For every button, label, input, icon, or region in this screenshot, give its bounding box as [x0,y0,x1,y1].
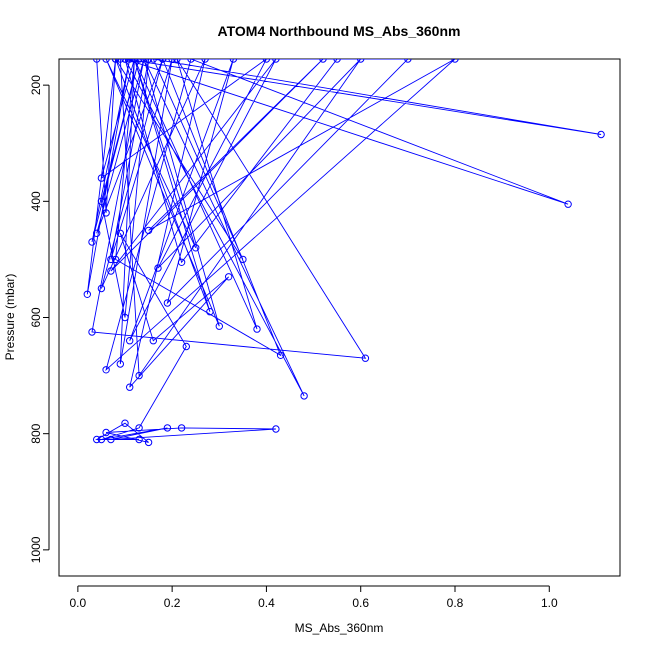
data-point [253,325,261,333]
data-point [177,258,186,266]
data-point [272,425,280,433]
data-point [192,244,200,252]
data-point [135,435,143,444]
data-point [121,59,129,63]
data-point [163,299,172,307]
x-axis: 0.0 0.2 0.4 0.6 0.8 1.0 [70,585,558,610]
data-point [144,226,153,235]
series-line [86,59,602,443]
data-point [116,59,124,63]
series-layer [83,59,605,447]
data-point [93,59,101,63]
data-point [177,424,186,432]
data-point [239,255,247,264]
x-tick-label: 0.2 [164,596,181,610]
data-point [135,424,143,432]
data-point [300,392,308,400]
data-point [126,383,134,391]
data-point [262,59,271,63]
data-point [361,354,370,362]
data-point [451,59,459,63]
data-point [333,59,341,63]
data-point [149,337,158,345]
data-point [111,255,120,264]
data-point [121,313,129,322]
data-point [597,130,605,139]
x-tick-label: 0.8 [447,596,464,610]
y-axis: 200 400 600 800 1000 [29,75,50,563]
data-point [107,267,115,275]
data-point [276,351,285,359]
data-point [97,435,106,444]
data-point [201,59,209,63]
data-point [135,59,143,63]
x-tick-label: 1.0 [541,596,558,610]
data-point [229,59,238,63]
x-tick-label: 0.4 [258,596,275,610]
x-tick-label: 0.6 [352,596,369,610]
data-point [93,435,101,444]
y-axis-label: Pressure (mbar) [3,274,17,361]
data-point [173,59,181,63]
data-point [88,328,96,336]
data-point [83,290,92,298]
data-point [144,438,153,447]
data-point [97,174,106,182]
data-point [126,59,134,63]
chart-title: ATOM4 Northbound MS_Abs_360nm [218,23,461,39]
data-point [168,59,176,63]
y-tick-label: 1000 [29,536,43,563]
data-point [102,59,110,63]
data-point [107,435,115,444]
data-point [126,337,134,345]
data-point [357,59,365,63]
data-point [97,284,106,293]
data-point [404,59,412,63]
data-point [215,322,224,330]
data-point [154,264,162,272]
data-point [130,59,139,63]
y-tick-label: 800 [29,423,43,443]
y-tick-label: 200 [29,75,43,95]
data-point [102,428,110,437]
data-point [140,59,148,63]
data-point [135,371,143,380]
data-point [111,59,120,63]
data-point [97,197,106,206]
y-tick-label: 600 [29,307,43,327]
data-point [93,229,101,238]
data-point [144,59,153,63]
data-point [206,308,214,316]
data-point [187,59,195,63]
data-point [102,209,110,217]
data-point [182,342,191,351]
data-point [149,59,157,63]
data-point [107,255,115,264]
x-axis-label: MS_Abs_360nm [295,621,384,635]
x-tick-label: 0.0 [70,596,87,610]
data-point [116,229,125,238]
data-point [564,200,572,208]
data-point [319,59,327,63]
y-tick-label: 400 [29,191,43,211]
data-point [163,424,172,432]
data-point [272,59,280,63]
data-point [116,360,125,368]
data-point [225,273,233,281]
data-point [102,366,110,374]
data-point [121,419,129,427]
data-point [88,238,96,246]
data-point [159,59,167,63]
